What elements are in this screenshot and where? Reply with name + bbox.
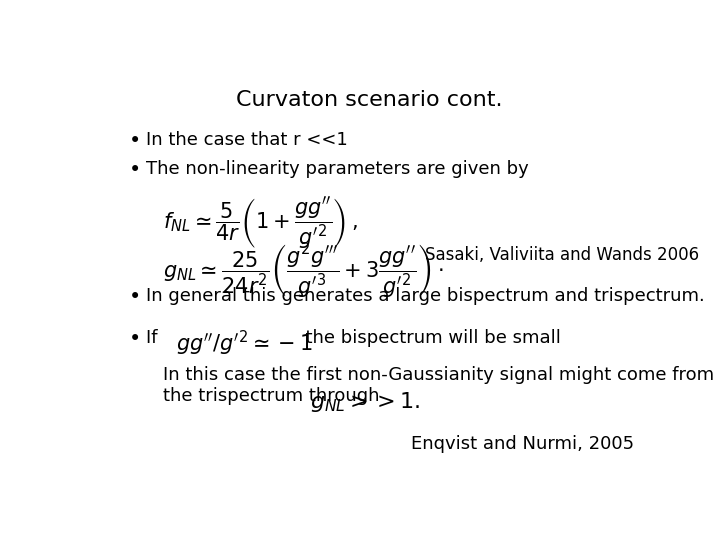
Text: $g_{NL}  \simeq  \dfrac{25}{24r^{2}}\left(\dfrac{g^{2}g'''}{g'^{3}} + 3\dfrac{gg: $g_{NL} \simeq \dfrac{25}{24r^{2}}\left(…	[163, 241, 443, 301]
Text: Curvaton scenario cont.: Curvaton scenario cont.	[235, 90, 503, 110]
Text: the trispectrum through: the trispectrum through	[163, 387, 379, 405]
Text: the bispectrum will be small: the bispectrum will be small	[294, 329, 561, 347]
Text: Enqvist and Nurmi, 2005: Enqvist and Nurmi, 2005	[411, 435, 634, 453]
Text: If: If	[145, 329, 168, 347]
Text: In the case that r <<1: In the case that r <<1	[145, 131, 348, 150]
Text: In general this generates a large bispectrum and trispectrum.: In general this generates a large bispec…	[145, 287, 705, 305]
Text: $gg''/g'^{2} \simeq -1$: $gg''/g'^{2} \simeq -1$	[176, 329, 313, 358]
Text: Sasaki, Valiviita and Wands 2006: Sasaki, Valiviita and Wands 2006	[425, 246, 699, 264]
Text: •: •	[129, 160, 141, 180]
Text: In this case the first non-Gaussianity signal might come from: In this case the first non-Gaussianity s…	[163, 366, 714, 384]
Text: •: •	[129, 287, 141, 307]
Text: •: •	[129, 131, 141, 151]
Text: $g_{NL} >> 1.$: $g_{NL} >> 1.$	[310, 390, 421, 414]
Text: •: •	[129, 329, 141, 349]
Text: The non-linearity parameters are given by: The non-linearity parameters are given b…	[145, 160, 528, 178]
Text: $f_{NL}  \simeq  \dfrac{5}{4r}\left(1 + \dfrac{gg''}{g'^{2}}\right)\,,$: $f_{NL} \simeq \dfrac{5}{4r}\left(1 + \d…	[163, 196, 357, 252]
